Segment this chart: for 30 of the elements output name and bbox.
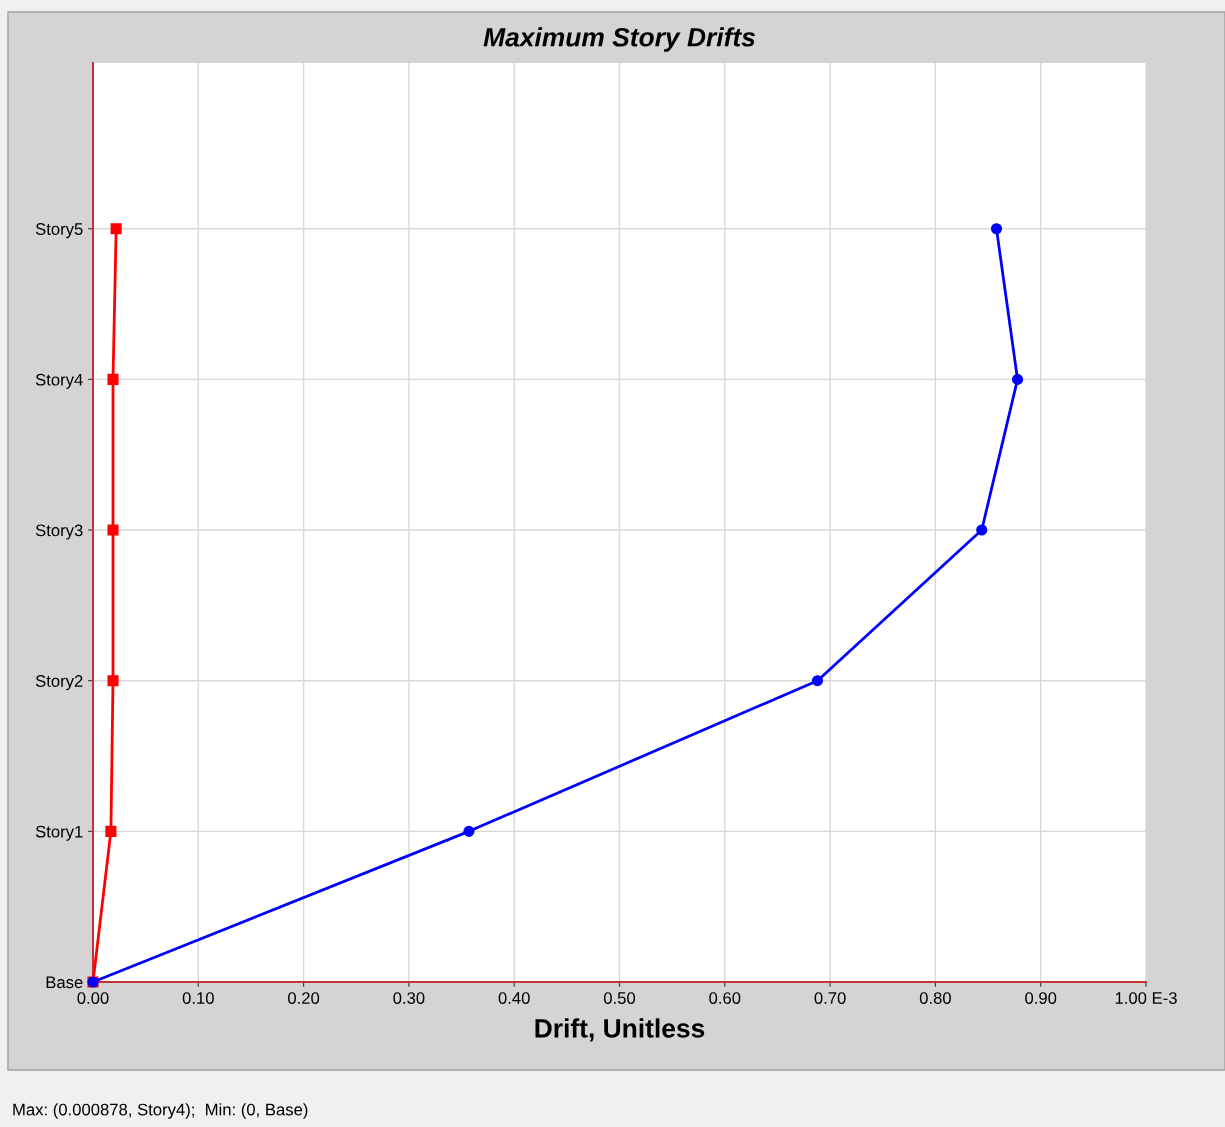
point — [105, 825, 117, 837]
x-tick-label: 0.20 — [288, 992, 320, 1004]
point — [107, 524, 119, 536]
y-tick-label: Story2 — [35, 675, 83, 691]
point — [811, 675, 824, 687]
chart-title: Maximum Story Drifts — [483, 27, 755, 52]
text: Max: (0.000878, Story4); Min: (0, Base) — [13, 1103, 308, 1119]
x-axis-title: Drift, Unitless — [535, 1018, 705, 1042]
x-tick-label: 0.80 — [919, 992, 951, 1004]
point — [976, 524, 988, 536]
x-tick-label: 0.00 — [77, 992, 109, 1004]
x-tick-label: 0.10 — [182, 992, 214, 1004]
x-tick-label: 0.60 — [709, 992, 741, 1004]
point — [463, 825, 475, 837]
point — [1011, 373, 1024, 385]
point — [107, 675, 119, 687]
x-tick-label: 0.50 — [603, 992, 636, 1004]
x-tick-label: 0.40 — [498, 992, 530, 1004]
point — [110, 223, 122, 235]
x-tick-label: 0.30 — [393, 992, 425, 1004]
y-tick-label: Story1 — [35, 825, 83, 841]
x-tick-label: 0.90 — [1025, 992, 1057, 1004]
y-tick-label: Story5 — [35, 223, 83, 239]
x-tick-label: 1.00 E-3 — [1115, 992, 1177, 1004]
y-tick-label: Story3 — [35, 524, 83, 540]
y-tick-label: Story4 — [35, 373, 83, 389]
point — [107, 373, 119, 385]
y-tick-label: Base — [46, 976, 83, 989]
point — [990, 223, 1003, 235]
x-tick-label: 0.70 — [814, 992, 846, 1004]
